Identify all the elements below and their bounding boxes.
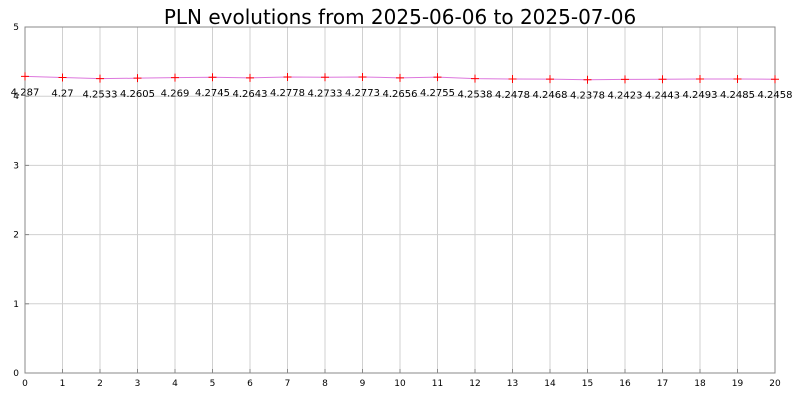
data-point-marker xyxy=(358,73,367,82)
data-point-marker xyxy=(696,74,704,83)
x-tick-label: 14 xyxy=(544,379,556,389)
grid-lines xyxy=(25,27,775,373)
data-point-marker xyxy=(321,73,329,82)
x-tick-label: 6 xyxy=(247,379,253,389)
data-point-marker xyxy=(246,73,254,82)
data-point-marker xyxy=(471,74,479,83)
data-point-marker xyxy=(96,74,104,83)
x-tick-label: 8 xyxy=(322,379,328,389)
data-point-marker xyxy=(283,72,292,81)
data-point-marker xyxy=(508,75,517,84)
data-label: 4.2745 xyxy=(195,88,230,99)
data-label: 4.27 xyxy=(51,89,73,100)
data-label: 4.2656 xyxy=(383,89,418,100)
data-label: 4.2778 xyxy=(270,88,305,99)
data-label: 4.2643 xyxy=(233,89,268,100)
data-label: 4.2378 xyxy=(570,91,605,102)
data-label: 4.2485 xyxy=(720,90,755,101)
data-label: 4.2458 xyxy=(758,90,793,101)
data-point-marker xyxy=(546,75,554,84)
chart-title: PLN evolutions from 2025-06-06 to 2025-0… xyxy=(164,5,636,29)
data-labels: 4.287 4.27 4.2533 4.2605 4.269 4.2745 4.2643 4.… xyxy=(11,87,793,101)
data-label: 4.2533 xyxy=(83,90,118,101)
x-tick-label: 13 xyxy=(507,379,518,389)
data-label: 4.2733 xyxy=(308,88,343,99)
data-label: 4.287 xyxy=(11,87,40,98)
data-point-marker xyxy=(396,73,404,82)
data-point-marker xyxy=(208,73,217,82)
x-tick-label: 20 xyxy=(769,379,781,389)
x-tick-label: 0 xyxy=(22,379,28,389)
x-tick-label: 16 xyxy=(619,379,631,389)
x-tick-label: 2 xyxy=(97,379,103,389)
data-point-marker xyxy=(771,75,779,84)
x-tick-label: 1 xyxy=(60,379,66,389)
x-tick-label: 7 xyxy=(285,379,291,389)
x-tick-label: 4 xyxy=(172,379,178,389)
data-label: 4.2605 xyxy=(120,89,155,100)
data-label: 4.2493 xyxy=(683,90,718,101)
data-label: 4.2773 xyxy=(345,88,380,99)
y-tick-label: 5 xyxy=(13,23,19,33)
x-tick-label: 12 xyxy=(469,379,480,389)
data-point-marker xyxy=(21,72,29,81)
data-point-marker xyxy=(733,75,742,84)
x-tick-label: 18 xyxy=(694,379,706,389)
series-pln xyxy=(21,72,779,84)
data-label: 4.2755 xyxy=(420,88,455,99)
data-point-marker xyxy=(658,75,667,84)
x-tick-label: 11 xyxy=(432,379,443,389)
data-label: 4.269 xyxy=(161,89,190,100)
x-tick-label: 9 xyxy=(360,379,366,389)
data-point-marker xyxy=(583,75,592,84)
data-point-marker xyxy=(58,73,67,82)
data-point-marker xyxy=(621,75,629,84)
x-tick-label: 15 xyxy=(582,379,593,389)
x-tick-label: 19 xyxy=(732,379,744,389)
y-tick-label: 4 xyxy=(13,92,19,102)
y-tick-label: 2 xyxy=(13,231,19,241)
data-label: 4.2468 xyxy=(533,90,568,101)
data-label: 4.2538 xyxy=(458,90,493,101)
y-tick-label: 1 xyxy=(13,300,19,310)
data-point-marker xyxy=(133,74,142,83)
x-tick-label: 3 xyxy=(135,379,141,389)
data-label: 4.2443 xyxy=(645,90,680,101)
data-label: 4.2423 xyxy=(608,90,643,101)
data-label: 4.2478 xyxy=(495,90,530,101)
y-tick-label: 3 xyxy=(13,161,19,171)
x-tick-label: 5 xyxy=(210,379,216,389)
data-point-marker xyxy=(171,73,179,82)
y-tick-label: 0 xyxy=(13,369,19,379)
x-tick-label: 17 xyxy=(657,379,668,389)
data-point-marker xyxy=(433,73,442,82)
x-tick-label: 10 xyxy=(394,379,406,389)
